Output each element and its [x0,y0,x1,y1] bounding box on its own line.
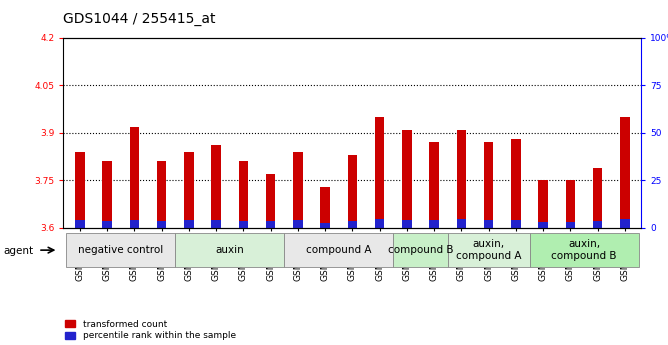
Bar [530,233,639,267]
Bar [375,117,384,219]
Bar [211,146,221,220]
Bar [511,220,520,228]
Bar [175,233,284,267]
Bar [293,220,303,228]
Bar [184,220,194,228]
Bar [457,130,466,219]
Bar [566,180,575,222]
Text: compound B: compound B [387,245,454,255]
Bar [293,152,303,220]
Bar [430,142,439,220]
Text: auxin: auxin [215,245,244,255]
Bar [130,127,139,220]
Bar [484,220,494,228]
Bar [75,220,85,228]
Text: GDS1044 / 255415_at: GDS1044 / 255415_at [63,12,216,26]
Bar [321,223,330,228]
Legend: transformed count, percentile rank within the sample: transformed count, percentile rank withi… [65,320,236,341]
Text: negative control: negative control [78,245,163,255]
Bar [620,219,630,228]
Bar [266,174,275,221]
Bar [402,130,411,220]
Bar [457,219,466,228]
Bar [347,221,357,228]
Text: compound A: compound A [306,245,371,255]
Bar [538,180,548,222]
Bar [620,117,630,219]
Bar [321,187,330,223]
Bar [430,220,439,228]
Bar [130,220,139,228]
Bar [157,221,166,228]
Text: auxin,
compound A: auxin, compound A [456,239,522,261]
Bar [211,220,221,228]
Bar [511,139,520,220]
Bar [238,161,248,221]
Bar [347,155,357,221]
Bar [566,222,575,228]
Bar [102,161,112,221]
Bar [75,152,85,220]
Bar [393,233,448,267]
Bar [375,219,384,228]
Bar [238,221,248,228]
Text: agent: agent [3,246,33,256]
Bar [484,142,494,220]
Bar [102,221,112,228]
Bar [284,233,393,267]
Text: auxin,
compound B: auxin, compound B [551,239,617,261]
Bar [593,221,603,228]
Bar [66,233,175,267]
Bar [538,222,548,228]
Bar [448,233,530,267]
Bar [266,221,275,228]
Bar [184,152,194,220]
Bar [593,168,603,221]
Bar [157,161,166,221]
Bar [402,220,411,228]
